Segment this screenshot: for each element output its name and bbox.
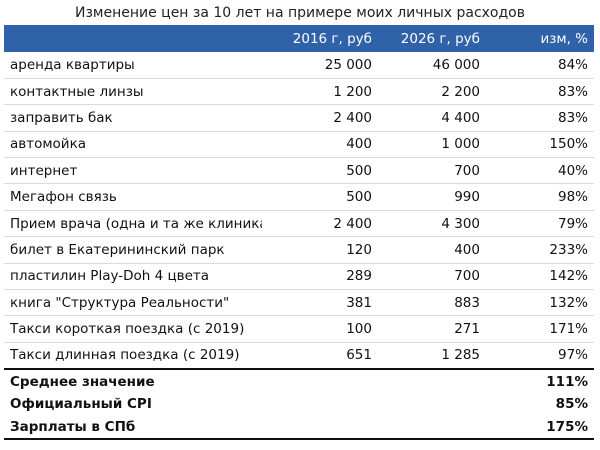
item-change: 150% bbox=[486, 131, 594, 159]
item-price-2016: 120 bbox=[262, 236, 378, 264]
item-name: Мегафон связь bbox=[4, 183, 262, 211]
item-change: 79% bbox=[486, 210, 594, 238]
item-name: книга "Структура Реальности" bbox=[4, 289, 262, 317]
item-name: пластилин Play-Doh 4 цвета bbox=[4, 263, 262, 291]
summary-label: Зарплаты в СПб bbox=[4, 415, 486, 441]
summary-value: 85% bbox=[555, 395, 588, 412]
item-change: 83% bbox=[486, 104, 594, 132]
item-price-2026: 700 bbox=[378, 263, 486, 291]
summary-label: Официальный CPI bbox=[10, 395, 152, 412]
item-price-2026: 883 bbox=[378, 289, 486, 317]
item-price-2026: 700 bbox=[378, 157, 486, 185]
item-name: аренда квартиры bbox=[4, 52, 262, 79]
item-change: 83% bbox=[486, 78, 594, 106]
item-change: 98% bbox=[486, 183, 594, 211]
table-row: Прием врача (одна и та же клиника) 2 400… bbox=[4, 210, 594, 238]
expense-rows: аренда квартиры 25 000 46 000 84% контак… bbox=[4, 52, 594, 370]
item-change: 142% bbox=[486, 263, 594, 291]
table-row: интернет 500 700 40% bbox=[4, 157, 594, 185]
item-change: 132% bbox=[486, 289, 594, 317]
item-name: Такси длинная поездка (с 2019) bbox=[4, 342, 262, 370]
item-price-2016: 289 bbox=[262, 263, 378, 291]
table-row: Мегафон связь 500 990 98% bbox=[4, 183, 594, 211]
table-row: билет в Екатерининский парк 120 400 233% bbox=[4, 236, 594, 264]
item-price-2026: 2 200 bbox=[378, 78, 486, 106]
item-name: билет в Екатерининский парк bbox=[4, 236, 262, 264]
item-price-2026: 1 285 bbox=[378, 342, 486, 370]
summary-row-cpi: Официальный CPI 85% bbox=[4, 392, 594, 416]
item-price-2016: 1 200 bbox=[262, 78, 378, 106]
table-header: 2016 г, руб 2026 г, руб изм, % bbox=[4, 25, 594, 52]
summary-label: Среднее значение bbox=[4, 367, 486, 393]
summary-row-salaries: Зарплаты в СПб 175% bbox=[4, 415, 594, 441]
item-price-2016: 381 bbox=[262, 289, 378, 317]
item-name: автомойка bbox=[4, 131, 262, 159]
summary-rows: Среднее значение 111% Официальный CPI 85… bbox=[4, 367, 594, 441]
item-price-2026: 46 000 bbox=[378, 52, 486, 79]
item-price-2026: 4 300 bbox=[378, 210, 486, 238]
summary-row-average: Среднее значение 111% bbox=[4, 367, 594, 393]
summary-value: 111% bbox=[486, 367, 594, 393]
item-name: интернет bbox=[4, 157, 262, 185]
item-change: 171% bbox=[486, 315, 594, 343]
table-row: автомойка 400 1 000 150% bbox=[4, 131, 594, 159]
item-price-2026: 271 bbox=[378, 315, 486, 343]
item-price-2016: 25 000 bbox=[262, 52, 378, 79]
table-row: заправить бак 2 400 4 400 83% bbox=[4, 104, 594, 132]
item-name: Такси короткая поездка (с 2019) bbox=[4, 315, 262, 343]
table-row: аренда квартиры 25 000 46 000 84% bbox=[4, 52, 594, 79]
item-price-2016: 2 400 bbox=[262, 210, 378, 238]
sheet-title: Изменение цен за 10 лет на примере моих … bbox=[74, 5, 525, 21]
item-change: 84% bbox=[486, 52, 594, 79]
item-change: 97% bbox=[486, 342, 594, 370]
item-price-2026: 4 400 bbox=[378, 104, 486, 132]
table-row: книга "Структура Реальности" 381 883 132… bbox=[4, 289, 594, 317]
item-price-2016: 100 bbox=[262, 315, 378, 343]
table-row: пластилин Play-Doh 4 цвета 289 700 142% bbox=[4, 263, 594, 291]
item-price-2026: 990 bbox=[378, 183, 486, 211]
header-change: изм, % bbox=[540, 30, 588, 47]
item-price-2016: 500 bbox=[262, 157, 378, 185]
item-name: контактные линзы bbox=[4, 78, 262, 106]
header-row: 2016 г, руб 2026 г, руб изм, % bbox=[4, 25, 594, 52]
table-row: Такси короткая поездка (с 2019) 100 271 … bbox=[4, 315, 594, 343]
price-table: 2016 г, руб 2026 г, руб изм, % аренда кв… bbox=[4, 25, 594, 441]
item-name: Прием врача (одна и та же клиника) bbox=[4, 210, 262, 238]
header-2026: 2026 г, руб bbox=[400, 30, 480, 47]
item-name: заправить бак bbox=[4, 104, 262, 132]
item-change: 233% bbox=[486, 236, 594, 264]
item-price-2016: 2 400 bbox=[262, 104, 378, 132]
item-price-2026: 400 bbox=[378, 236, 486, 264]
item-price-2026: 1 000 bbox=[378, 131, 486, 159]
table-row: контактные линзы 1 200 2 200 83% bbox=[4, 78, 594, 106]
item-price-2016: 400 bbox=[262, 131, 378, 159]
table-row: Такси длинная поездка (с 2019) 651 1 285… bbox=[4, 342, 594, 370]
item-change: 40% bbox=[486, 157, 594, 185]
header-2016: 2016 г, руб bbox=[292, 30, 372, 47]
item-price-2016: 651 bbox=[262, 342, 378, 370]
header-name bbox=[4, 25, 262, 52]
item-price-2016: 500 bbox=[262, 183, 378, 211]
summary-value: 175% bbox=[486, 415, 594, 441]
